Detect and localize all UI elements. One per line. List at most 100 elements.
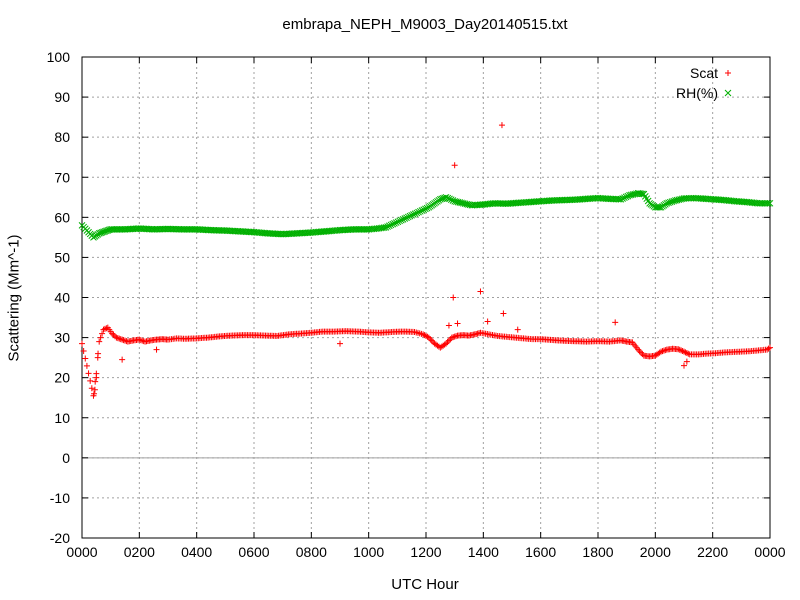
data-point-rh	[756, 199, 764, 207]
data-point-scat-outlier	[484, 318, 491, 325]
data-point-scat-outlier	[500, 310, 507, 317]
x-tick-label: 0000	[66, 544, 97, 560]
data-point-rh	[444, 194, 452, 202]
data-point-scat	[638, 349, 644, 356]
data-point-rh	[765, 199, 772, 207]
data-point-scat-outlier	[683, 358, 690, 365]
data-point-scat-outlier	[337, 340, 343, 347]
data-point-rh	[186, 226, 194, 233]
data-point-scat	[662, 347, 669, 354]
data-point-rh	[387, 221, 395, 229]
data-point-scat-outlier	[153, 346, 160, 353]
data-point-rh	[188, 226, 196, 233]
data-point-scat	[101, 325, 108, 332]
data-point-rh	[112, 226, 119, 233]
y-tick-label: 70	[54, 169, 70, 185]
data-point-rh	[180, 226, 188, 233]
data-point-rh	[352, 226, 360, 233]
data-point-scat	[82, 355, 89, 362]
data-point-rh	[391, 219, 398, 227]
chart-title: embrapa_NEPH_M9003_Day20140515.txt	[282, 16, 568, 33]
data-point-scat	[116, 335, 123, 342]
data-point-rh	[423, 204, 431, 212]
data-point-rh	[621, 194, 628, 202]
data-point-scat	[100, 326, 107, 333]
data-point-scat	[660, 347, 667, 354]
data-point-rh	[161, 225, 169, 233]
data-point-scat	[767, 344, 773, 351]
data-point-rh	[182, 226, 189, 233]
legend-label: RH(%)	[676, 85, 718, 101]
data-point-scat	[79, 340, 85, 347]
data-point-rh	[404, 213, 412, 221]
data-point-scat	[681, 348, 687, 355]
x-tick-label: 1000	[353, 544, 384, 560]
data-point-scat	[87, 377, 94, 384]
data-point-rh	[397, 216, 405, 224]
x-tick-label: 1400	[468, 544, 499, 560]
data-point-rh	[110, 226, 118, 233]
data-point-scat	[103, 325, 110, 332]
data-point-rh	[406, 212, 414, 220]
data-point-scat	[441, 341, 448, 348]
data-point-rh	[755, 199, 762, 207]
data-point-rh	[761, 199, 769, 207]
data-point-scat	[676, 346, 683, 353]
data-point-scat	[428, 337, 435, 344]
data-point-scat	[97, 334, 104, 341]
data-point-scat	[679, 348, 686, 355]
data-point-rh	[358, 226, 366, 233]
data-point-scat	[659, 348, 666, 355]
data-point-scat	[683, 350, 690, 357]
data-point-rh	[107, 226, 115, 233]
y-tick-label: 20	[54, 370, 70, 386]
data-point-rh	[113, 226, 121, 233]
data-point-scat	[119, 336, 126, 343]
data-point-rh	[408, 211, 416, 219]
data-point-scat-outlier	[93, 370, 100, 377]
data-point-rh	[758, 199, 766, 207]
data-point-scat-outlier	[477, 288, 484, 295]
data-point-rh	[178, 226, 186, 233]
x-tick-label: 0000	[754, 544, 785, 560]
data-point-rh	[415, 208, 422, 216]
data-point-rh	[413, 209, 421, 217]
y-tick-label: 40	[54, 290, 70, 306]
data-point-scat-outlier	[91, 390, 98, 397]
data-point-rh	[593, 194, 600, 202]
data-point-rh	[442, 193, 450, 201]
data-point-rh	[416, 207, 424, 215]
data-point-scat	[636, 348, 643, 355]
y-tick-label: -10	[50, 490, 70, 506]
data-point-rh	[382, 224, 390, 231]
data-point-scat	[448, 334, 455, 341]
data-point-rh	[411, 210, 419, 218]
data-point-scat	[450, 334, 457, 341]
data-point-scat	[88, 385, 95, 392]
data-point-scat	[99, 330, 106, 337]
data-point-scat	[120, 337, 127, 344]
data-point-scat	[109, 330, 116, 337]
data-point-scat-outlier	[451, 162, 458, 169]
data-point-rh	[362, 226, 369, 233]
data-point-rh	[763, 199, 771, 207]
data-point-scat-outlier	[498, 122, 505, 129]
data-point-rh	[115, 226, 122, 233]
data-point-scat	[96, 338, 103, 345]
y-tick-label: 60	[54, 209, 70, 225]
data-point-scat	[451, 333, 458, 340]
data-point-rh	[183, 226, 191, 233]
data-point-rh	[389, 220, 397, 228]
data-point-rh	[622, 193, 630, 201]
data-point-rh	[637, 190, 645, 198]
legend-marker	[724, 89, 732, 97]
data-point-scat	[137, 337, 144, 344]
legend-label: Scat	[690, 65, 718, 81]
y-tick-label: 0	[62, 450, 70, 466]
data-point-rh	[148, 225, 156, 233]
data-point-rh	[394, 218, 402, 226]
x-tick-label: 2200	[697, 544, 728, 560]
data-point-rh	[355, 226, 363, 233]
x-tick-label: 1600	[525, 544, 556, 560]
